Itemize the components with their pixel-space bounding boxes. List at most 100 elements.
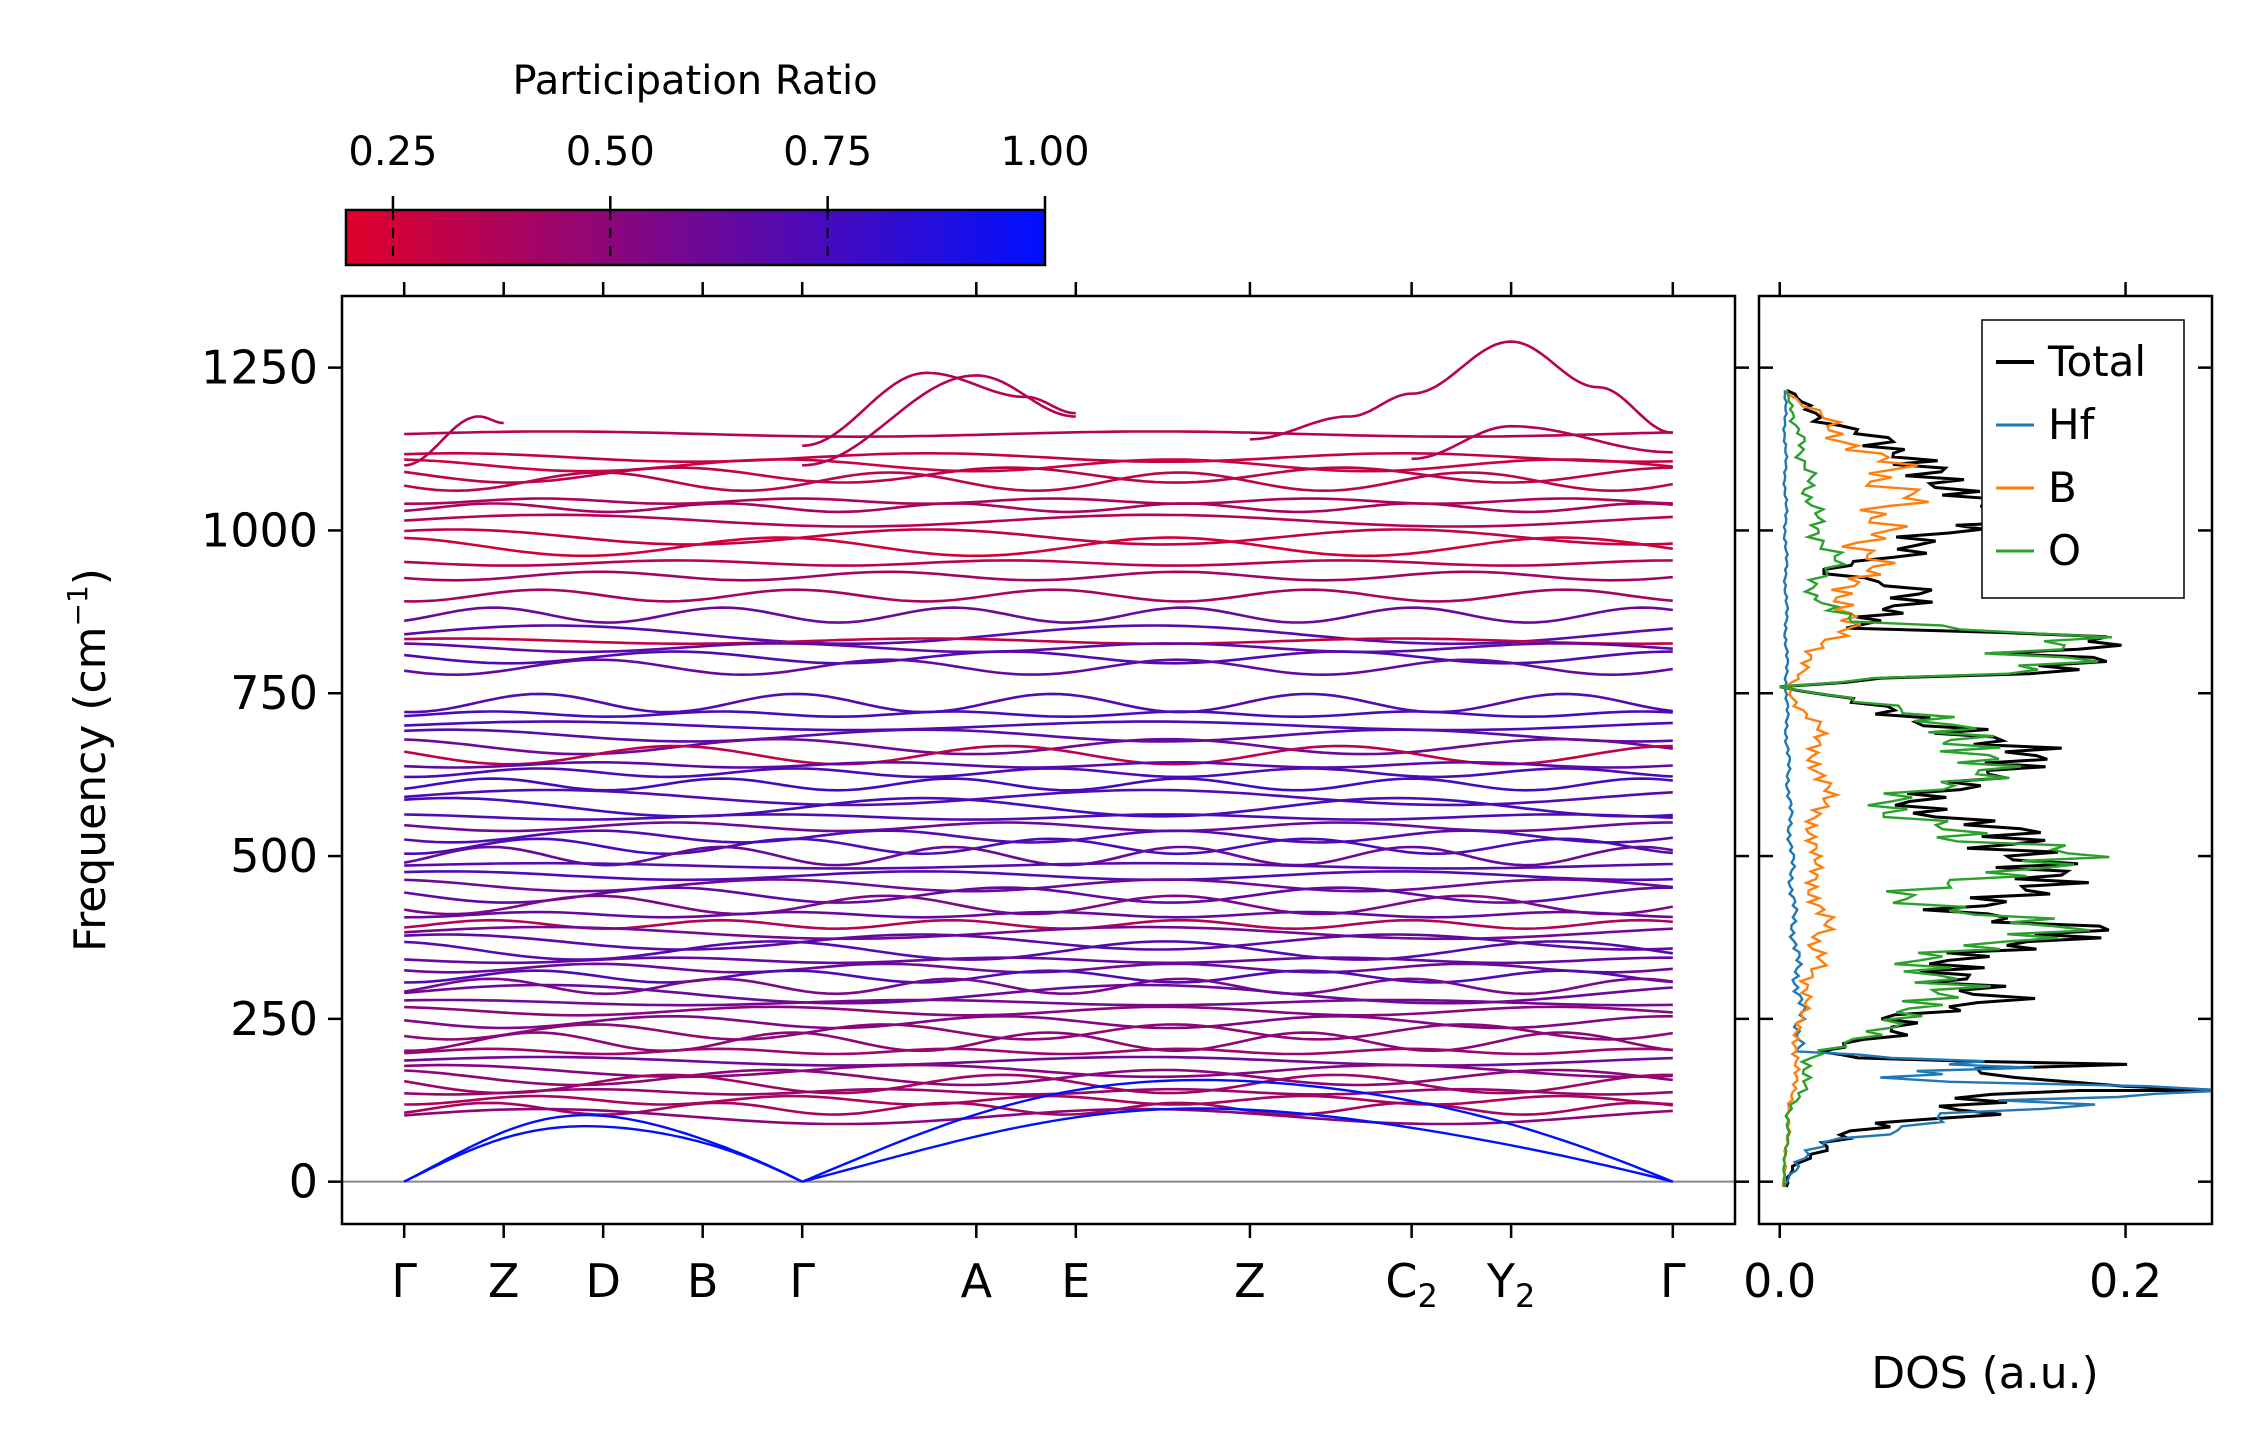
band-line-43 bbox=[404, 933, 1673, 951]
x-tick-label-9: Y2 bbox=[1486, 1254, 1535, 1315]
band-line-6 bbox=[404, 502, 1673, 514]
x-tick-label-8: C2 bbox=[1385, 1254, 1437, 1315]
top-band-5 bbox=[1411, 424, 1673, 461]
legend-label-b: B bbox=[2048, 463, 2077, 512]
band-line-40 bbox=[404, 910, 1673, 919]
band-line-21 bbox=[404, 720, 1673, 732]
x-tick-letter-7: Z bbox=[1234, 1254, 1266, 1308]
y-tick-label-0: 0 bbox=[289, 1155, 318, 1209]
band-line-14 bbox=[404, 624, 1673, 646]
band-line-28 bbox=[404, 788, 1673, 807]
colorbar: Participation Ratio 0.25 0.50 0.75 1.00 bbox=[344, 58, 1090, 267]
top-band-0 bbox=[404, 415, 504, 467]
band-line-61 bbox=[404, 1094, 1673, 1106]
x-tick-letter-0: Γ bbox=[391, 1254, 417, 1308]
band-line-1 bbox=[404, 452, 1673, 463]
band-line-20 bbox=[404, 710, 1673, 719]
band-line-56 bbox=[404, 1055, 1673, 1067]
band-line-5 bbox=[404, 497, 1673, 505]
colorbar-title: Participation Ratio bbox=[512, 58, 877, 104]
x-tick-label-5: A bbox=[961, 1254, 993, 1308]
x-tick-label-6: E bbox=[1061, 1254, 1090, 1308]
band-line-12 bbox=[404, 588, 1673, 603]
colorbar-tick-label-1: 0.50 bbox=[566, 129, 655, 175]
x-tick-label-7: Z bbox=[1234, 1254, 1266, 1308]
colorbar-gradient bbox=[344, 208, 1047, 267]
band-line-57 bbox=[404, 1063, 1673, 1079]
band-line-38 bbox=[404, 886, 1673, 904]
band-line-58 bbox=[404, 1068, 1673, 1087]
y-tick-label-5: 1250 bbox=[201, 341, 318, 395]
band-line-32 bbox=[404, 829, 1673, 844]
dos-x-axis-label: DOS (a.u.) bbox=[1871, 1348, 2099, 1399]
x-tick-letter-8: C bbox=[1385, 1254, 1417, 1308]
colorbar-tick-label-0: 0.25 bbox=[348, 129, 437, 175]
legend-label-hf: Hf bbox=[2048, 400, 2096, 449]
y-tick-label-2: 500 bbox=[230, 829, 318, 883]
band-line-53 bbox=[404, 1023, 1673, 1041]
band-line-45 bbox=[404, 956, 1673, 965]
legend-label-total: Total bbox=[2047, 337, 2146, 386]
band-line-47 bbox=[404, 969, 1673, 984]
x-tick-label-4: Γ bbox=[789, 1254, 815, 1308]
band-line-11 bbox=[404, 570, 1673, 582]
band-line-4 bbox=[403, 471, 1674, 493]
acoustic-branch-1-0 bbox=[801, 1107, 1674, 1183]
dos-plot-frame bbox=[1757, 294, 2214, 1226]
band-line-55 bbox=[404, 1047, 1673, 1056]
band-line-7 bbox=[404, 513, 1673, 528]
band-line-0 bbox=[404, 430, 1673, 438]
band-line-8 bbox=[404, 528, 1673, 546]
dos-x-tick-label-0: 0.0 bbox=[1743, 1254, 1816, 1308]
x-tick-letter-1: Z bbox=[488, 1254, 520, 1308]
top-band-1 bbox=[802, 371, 1076, 448]
band-line-63 bbox=[404, 1107, 1673, 1126]
acoustic-branch-1-1 bbox=[801, 1078, 1674, 1183]
band-line-39 bbox=[403, 894, 1674, 916]
dos-panel: 0.0 0.2 DOS (a.u.) Total Hf BO bbox=[1743, 282, 2214, 1399]
band-line-52 bbox=[404, 1015, 1673, 1030]
band-plot-frame bbox=[340, 294, 1737, 1226]
band-line-59 bbox=[403, 1073, 1673, 1095]
y-tick-label-1: 250 bbox=[230, 992, 318, 1046]
colorbar-ticks: 0.25 0.50 0.75 1.00 bbox=[348, 129, 1090, 265]
x-tick-label-10: Γ bbox=[1660, 1254, 1686, 1308]
top-band-3 bbox=[1249, 392, 1412, 441]
band-line-10 bbox=[404, 559, 1673, 567]
legend-label-o: O bbox=[2048, 526, 2081, 575]
top-band-2 bbox=[802, 374, 1076, 467]
x-tick-letter-5: A bbox=[961, 1254, 993, 1308]
band-line-42 bbox=[404, 925, 1673, 941]
dos-curve-hf bbox=[1781, 390, 2212, 1188]
band-line-19 bbox=[404, 692, 1673, 714]
phonon-bands bbox=[403, 340, 1674, 1183]
x-tick-subscript-9: 2 bbox=[1515, 1277, 1535, 1315]
dos-axes: 0.0 0.2 bbox=[1743, 282, 2212, 1308]
band-line-9 bbox=[404, 536, 1673, 558]
x-tick-label-2: D bbox=[585, 1254, 620, 1308]
top-band-4 bbox=[1411, 340, 1673, 435]
colorbar-tick-label-3: 1.00 bbox=[1000, 129, 1089, 175]
band-line-22 bbox=[404, 728, 1673, 743]
colorbar-tick-label-2: 0.75 bbox=[783, 129, 872, 175]
band-line-49 bbox=[404, 983, 1673, 1005]
x-tick-letter-3: B bbox=[687, 1254, 719, 1308]
band-line-54 bbox=[404, 1031, 1673, 1053]
dos-curve-o bbox=[1779, 389, 2112, 1187]
band-line-26 bbox=[404, 767, 1673, 779]
x-tick-letter-10: Γ bbox=[1660, 1254, 1686, 1308]
band-line-16 bbox=[404, 642, 1673, 654]
x-tick-letter-6: E bbox=[1061, 1254, 1090, 1308]
acoustic-branch-0-1 bbox=[403, 1125, 803, 1183]
band-line-33 bbox=[404, 837, 1673, 856]
dos-legend: Total Hf BO bbox=[1981, 319, 2185, 599]
x-tick-label-0: Γ bbox=[391, 1254, 417, 1308]
band-line-51 bbox=[404, 1005, 1673, 1017]
band-line-15 bbox=[404, 637, 1673, 646]
y-axis-label: Frequency (cm−1) bbox=[61, 568, 116, 952]
x-tick-label-1: Z bbox=[488, 1254, 520, 1308]
x-tick-letter-9: Y bbox=[1486, 1254, 1516, 1308]
